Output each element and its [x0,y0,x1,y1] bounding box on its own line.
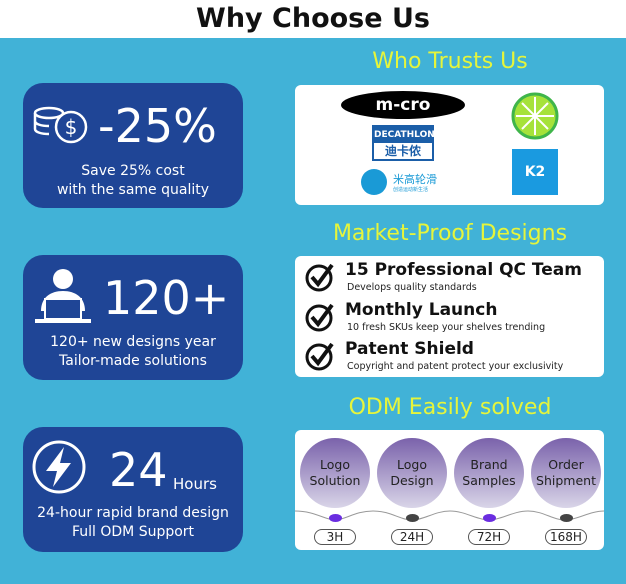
cost-line2: with the same quality [56,182,210,198]
odm-time-badge: 3H [314,529,356,545]
check-circle-icon [305,342,334,371]
odm-step-0: Logo Solution [300,438,370,508]
designs-value: 120+ [103,271,230,325]
odm-time-badge: 168H [545,529,587,545]
migao-logo-text: 米高轮滑 [393,173,437,186]
odm-heading: ODM Easily solved [348,395,552,420]
odm-step-1: Logo Design [377,438,447,508]
hours-unit: Hours [173,475,217,493]
svg-text:$: $ [65,115,78,139]
trust-panel: m-cro DECATHLON 迪卡侬 米高轮滑 创造运动新生活 K2 [295,85,604,205]
odm-step-2: Brand Samples [454,438,524,508]
check-circle-icon [305,263,334,292]
timeline-wave [295,510,604,521]
migao-slogan: 创造运动新生活 [393,187,429,193]
timeline-dot [560,514,573,522]
migao-logo-mark [361,169,387,195]
designs-line2: Tailor-made solutions [59,353,207,369]
odm-time-badge: 72H [468,529,510,545]
designs-card: 120+ 120+ new designs year Tailor-made s… [23,255,243,380]
timeline-dot [329,514,342,522]
person-laptop-icon [35,269,91,323]
check-circle-icon [305,303,334,332]
cost-card: $ -25% Save 25% cost with the same quali… [23,83,243,208]
hours-line2: Full ODM Support [71,524,195,540]
coins-dollar-icon: $ [33,106,88,144]
hours-value: 24 [109,443,168,497]
micro-logo: m-cro [341,91,465,119]
lightning-icon [32,440,86,494]
market-panel: 15 Professional QC Team Develops quality… [295,256,604,377]
trust-heading: Who Trusts Us [372,49,528,74]
odm-step-3: Order Shipment [531,438,601,508]
designs-line1: 120+ new designs year [50,334,216,350]
page-title: Why Choose Us [0,0,626,38]
cost-value: -25% [98,99,217,153]
hours-line1: 24-hour rapid brand design [37,505,229,521]
market-heading: Market-Proof Designs [332,221,568,246]
timeline-dot [406,514,419,522]
odm-time-badge: 24H [391,529,433,545]
cost-line1: Save 25% cost [81,163,185,179]
odm-panel: Logo Solution 3H Logo Design 24H Brand Sample… [295,430,604,550]
k2-logo: K2 [512,149,558,195]
timeline-dot [483,514,496,522]
decathlon-logo: DECATHLON 迪卡侬 [372,125,435,161]
hours-card: 24 Hours 24-hour rapid brand design Full… [23,427,243,552]
lime-logo [511,92,559,140]
